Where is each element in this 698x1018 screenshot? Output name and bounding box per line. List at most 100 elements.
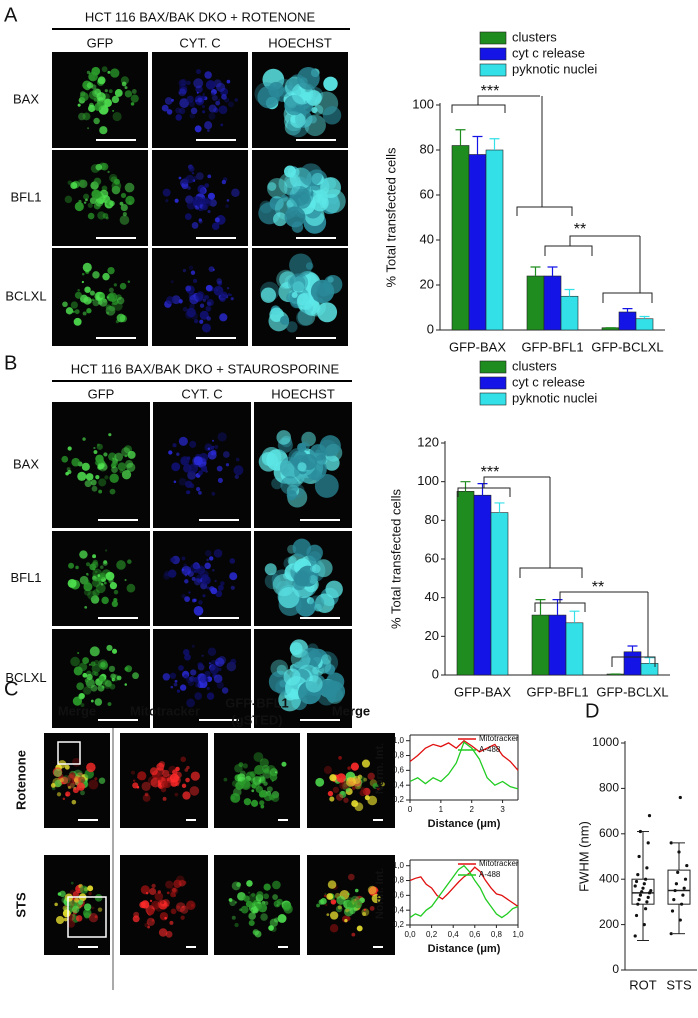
data-point	[646, 895, 650, 899]
image-blob	[193, 175, 198, 180]
image-blob	[98, 462, 108, 472]
image-blob	[181, 556, 186, 561]
micrograph	[52, 248, 148, 346]
image-blob	[85, 562, 91, 567]
bar	[623, 651, 642, 676]
image-blob	[299, 163, 323, 187]
image-blob	[90, 699, 94, 703]
image-blob	[104, 680, 112, 687]
image-blob	[70, 881, 74, 885]
data-point	[644, 907, 648, 911]
image-blob	[234, 901, 238, 904]
image-blob	[178, 176, 182, 180]
image-blob	[186, 80, 191, 86]
image-blob	[195, 291, 206, 302]
column-label: GFP	[87, 35, 114, 50]
image-blob	[241, 778, 251, 789]
legend-label: Mitotracker	[479, 859, 519, 868]
image-blob	[109, 173, 118, 183]
data-point	[642, 882, 646, 886]
image-blob	[344, 918, 348, 923]
image-blob	[77, 651, 80, 655]
image-blob	[127, 450, 136, 459]
image-blob	[274, 771, 278, 774]
image-blob	[259, 200, 273, 214]
image-blob	[229, 899, 236, 907]
legend-swatch	[479, 392, 507, 406]
image-blob	[97, 907, 103, 912]
image-blob	[108, 89, 113, 94]
image-blob	[82, 311, 87, 316]
image-blob	[198, 470, 203, 476]
data-point	[638, 893, 643, 897]
image-blob	[178, 299, 183, 304]
error-bar	[489, 138, 500, 150]
image-blob	[227, 293, 231, 296]
image-blob	[77, 888, 81, 892]
image-blob	[163, 572, 171, 580]
data-point	[637, 854, 641, 859]
image-blob	[158, 928, 168, 937]
image-blob	[82, 908, 92, 918]
image-blob	[281, 761, 287, 767]
profile-line	[409, 741, 519, 790]
image-blob	[124, 182, 135, 193]
image-blob	[111, 466, 118, 473]
image-blob	[319, 435, 341, 457]
error-bar	[455, 129, 466, 146]
significance-bracket	[483, 476, 550, 488]
image-blob	[226, 79, 231, 84]
image-blob	[197, 97, 203, 103]
image-blob	[147, 925, 150, 929]
image-blob	[109, 488, 116, 495]
image-blob	[272, 880, 281, 890]
y-tick-label: 200	[599, 917, 619, 931]
image-blob	[216, 278, 223, 284]
image-blob	[110, 673, 116, 680]
significance-bracket	[519, 567, 583, 578]
error-bar	[552, 599, 563, 616]
image-blob	[147, 908, 155, 915]
image-blob	[119, 215, 130, 225]
image-blob	[92, 299, 100, 307]
image-blob	[157, 776, 162, 781]
image-blob	[264, 563, 277, 576]
image-blob	[206, 586, 210, 590]
image-blob	[61, 896, 68, 904]
y-axis-label: % Total transfected cells	[383, 147, 398, 287]
image-blob	[170, 685, 174, 689]
image-blob	[124, 578, 127, 582]
image-blob	[316, 903, 320, 908]
image-blob	[121, 470, 132, 480]
image-blob	[190, 270, 196, 275]
image-blob	[363, 777, 368, 782]
micrograph	[120, 855, 208, 955]
image-blob	[191, 171, 195, 175]
image-blob	[284, 206, 306, 228]
image-blob	[71, 905, 80, 914]
image-blob	[89, 646, 100, 657]
micrograph	[52, 150, 148, 246]
image-blob	[361, 759, 371, 768]
image-blob	[272, 573, 295, 597]
image-blob	[132, 915, 140, 923]
image-blob	[205, 306, 211, 312]
significance-bracket	[544, 245, 593, 256]
image-blob	[182, 905, 185, 908]
image-blob	[132, 672, 139, 680]
micrograph	[307, 855, 395, 955]
image-blob	[202, 298, 206, 302]
image-blob	[184, 653, 191, 661]
image-blob	[189, 483, 195, 489]
image-blob	[248, 912, 256, 920]
image-blob	[217, 477, 223, 483]
image-blob	[246, 880, 253, 887]
image-blob	[371, 894, 381, 904]
image-blob	[304, 274, 312, 282]
image-blob	[187, 186, 191, 190]
image-blob	[91, 663, 101, 673]
image-blob	[380, 782, 385, 787]
image-blob	[169, 920, 174, 925]
image-blob	[189, 676, 195, 682]
image-blob	[198, 600, 203, 605]
